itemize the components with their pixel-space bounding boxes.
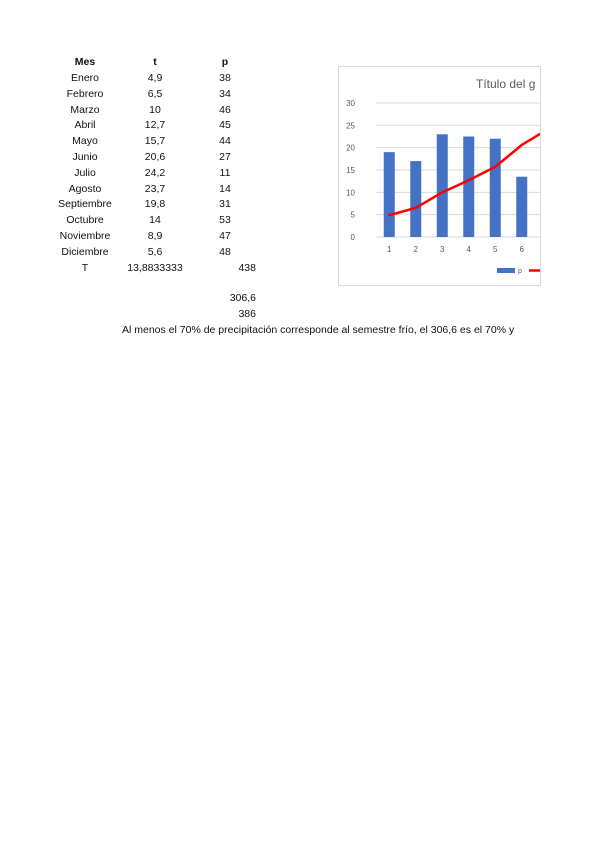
- cell-t: 14: [149, 214, 161, 227]
- x-tick-label: 5: [493, 245, 498, 254]
- x-tick-label: 3: [440, 245, 445, 254]
- bar: [383, 152, 395, 237]
- x-tick-label: 1: [387, 245, 392, 254]
- value-386: 386: [238, 308, 256, 320]
- cell-mes: Abril: [74, 119, 96, 132]
- bar: [410, 161, 422, 237]
- cell-p: 46: [219, 103, 231, 116]
- cell-mes: Septiembre: [58, 198, 112, 211]
- cell-t: 12,7: [144, 119, 166, 132]
- cell-p: 53: [219, 214, 231, 227]
- cell-mes: Agosto: [68, 182, 102, 195]
- cell-p: 44: [219, 135, 231, 148]
- x-tick-label: 4: [467, 245, 472, 254]
- y-tick-label: 20: [346, 144, 355, 153]
- cell-mes: Diciembre: [61, 245, 109, 258]
- total-label: T: [81, 262, 89, 274]
- x-tick-label: 2: [414, 245, 419, 254]
- cell-t: 4,9: [147, 72, 163, 84]
- cell-p: 27: [219, 151, 231, 163]
- header-mes: Mes: [74, 56, 96, 68]
- y-tick-label: 10: [346, 188, 355, 197]
- value-306: 306,6: [229, 292, 256, 304]
- bar: [516, 176, 528, 237]
- header-p: p: [221, 56, 229, 68]
- cell-p: 14: [219, 182, 231, 195]
- series-line: [388, 132, 540, 217]
- cell-t: 15,7: [144, 135, 166, 148]
- legend-bar-label: p: [518, 268, 522, 275]
- y-tick-label: 15: [346, 166, 355, 175]
- y-tick-label: 5: [351, 211, 356, 220]
- cell-t: 8,9: [147, 230, 163, 242]
- cell-t: 20,6: [144, 151, 166, 163]
- cell-mes: Junio: [72, 151, 98, 163]
- cell-t: 6,5: [147, 87, 163, 100]
- total-t: 13,8833333: [127, 262, 183, 274]
- y-tick-label: 0: [351, 233, 356, 242]
- cell-p: 45: [219, 119, 231, 132]
- cell-t: 24,2: [144, 166, 166, 179]
- x-tick-label: 6: [520, 245, 525, 254]
- cell-p: 31: [219, 198, 231, 211]
- cell-p: 38: [219, 72, 231, 84]
- bar: [489, 138, 501, 237]
- cell-p: 47: [219, 230, 231, 242]
- y-tick-label: 25: [346, 121, 355, 130]
- cell-p: 34: [219, 87, 231, 100]
- total-p: 438: [238, 262, 256, 274]
- cell-mes: Noviembre: [59, 230, 111, 242]
- chart-title: Título del g: [476, 77, 535, 91]
- cell-mes: Octubre: [66, 214, 104, 227]
- bar: [463, 136, 475, 237]
- chart-container[interactable]: Título del g 0 5 10 15 20 25 30 1 2 3 4 5 6 7 p: [338, 66, 541, 286]
- cell-p: 11: [219, 166, 231, 179]
- cell-mes: Febrero: [66, 87, 104, 100]
- cell-t: 23,7: [144, 182, 166, 195]
- bar: [436, 134, 448, 237]
- cell-mes: Marzo: [70, 103, 100, 116]
- cell-t: 19,8: [144, 198, 166, 211]
- cell-mes: Mayo: [72, 135, 98, 148]
- cell-p: 48: [219, 245, 231, 258]
- cell-t: 5,6: [147, 245, 163, 258]
- cell-t: 10: [149, 103, 161, 116]
- cell-mes: Enero: [70, 72, 100, 84]
- legend-bar-swatch: [497, 268, 515, 273]
- y-tick-label: 30: [346, 99, 355, 108]
- note-text: Al menos el 70% de precipitación corresp…: [122, 324, 515, 336]
- cell-mes: Julio: [74, 166, 96, 179]
- header-t: t: [153, 56, 157, 68]
